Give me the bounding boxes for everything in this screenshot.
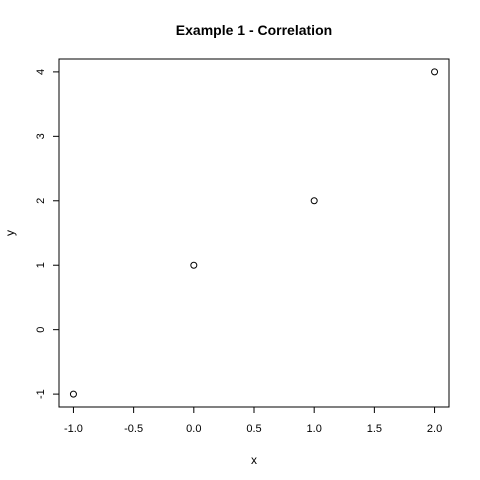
y-axis-label: y	[3, 230, 17, 236]
data-point	[431, 68, 439, 76]
data-points	[69, 68, 439, 398]
y-axis: -1 0 1 2 3 4	[35, 69, 60, 399]
y-tick-label: 0	[35, 327, 47, 333]
x-tick-label: -0.5	[124, 423, 143, 435]
data-point	[310, 197, 318, 205]
y-tick-label: 1	[35, 262, 47, 268]
data-point	[190, 261, 198, 269]
y-tick-label: 4	[35, 69, 47, 75]
x-tick-label: 0.5	[246, 423, 261, 435]
y-tick-label: 2	[35, 198, 47, 204]
y-tick-label: 3	[35, 133, 47, 139]
data-point	[69, 390, 77, 398]
x-tick-label: 0.0	[186, 423, 201, 435]
plot-frame	[58, 58, 450, 408]
x-tick-label: 1.5	[367, 423, 382, 435]
y-tick-label: -1	[35, 389, 47, 399]
x-tick-label: 2.0	[427, 423, 442, 435]
x-tick-label: 1.0	[307, 423, 322, 435]
x-axis-label: x	[251, 453, 257, 467]
x-tick-label: -1.0	[64, 423, 83, 435]
chart-title: Example 1 - Correlation	[176, 22, 332, 38]
x-axis: -1.0 -0.5 0.0 0.5 1.0 1.5 2.0	[64, 406, 442, 435]
